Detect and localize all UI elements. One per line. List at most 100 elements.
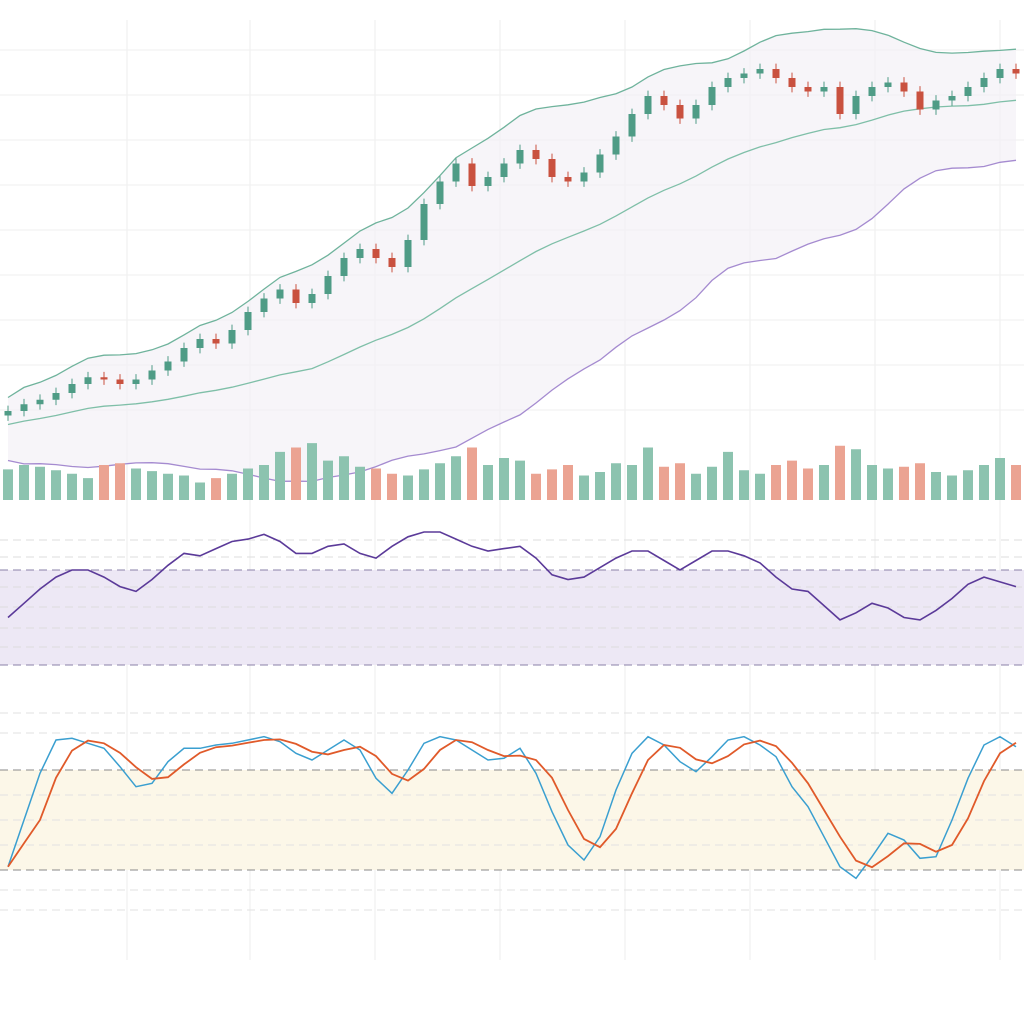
candle-body xyxy=(612,136,620,155)
candle-body xyxy=(100,377,108,380)
volume-bar xyxy=(1011,465,1021,500)
candle-body xyxy=(468,163,476,186)
volume-bar xyxy=(147,471,157,500)
candle-body xyxy=(516,150,524,164)
candle-body xyxy=(724,78,732,87)
candle-body xyxy=(20,404,28,411)
volume-bar xyxy=(787,460,797,500)
bollinger-middle-line xyxy=(7,99,1017,426)
candle-body xyxy=(484,177,492,186)
rsi-line xyxy=(7,531,1017,621)
volume-bar xyxy=(867,465,877,500)
volume-bar xyxy=(963,470,973,500)
candle-body xyxy=(580,172,588,182)
volume-bar xyxy=(659,466,669,500)
candle-body xyxy=(324,276,332,294)
volume-bar xyxy=(499,458,509,500)
candle-body xyxy=(228,330,236,344)
volume-bar xyxy=(259,465,269,500)
candle-body xyxy=(36,399,44,405)
volume-bar xyxy=(755,473,765,500)
volume-bar xyxy=(643,447,653,500)
volume-bar xyxy=(307,443,317,500)
volume-bar xyxy=(835,445,845,500)
volume-bar xyxy=(35,466,45,500)
volume-bar xyxy=(627,465,637,500)
volume-bar xyxy=(915,463,925,500)
candle-body xyxy=(548,159,556,177)
candle-body xyxy=(452,163,460,182)
volume-bar xyxy=(243,468,253,500)
volume-bar xyxy=(403,475,413,500)
volume-bar xyxy=(899,466,909,500)
volume-bar xyxy=(995,458,1005,500)
candle-body xyxy=(68,384,76,393)
volume-bar xyxy=(931,472,941,500)
stoch-k-line xyxy=(7,735,1017,880)
volume-bar xyxy=(723,451,733,500)
volume-bar xyxy=(195,482,205,500)
volume-bar xyxy=(979,465,989,500)
candle-body xyxy=(964,87,972,96)
volume-bar xyxy=(371,468,381,500)
candle-body xyxy=(916,91,924,110)
candle-body xyxy=(836,87,844,114)
candle-body xyxy=(980,78,988,87)
volume-bar xyxy=(883,468,893,500)
candle-body xyxy=(148,370,156,380)
candle-body xyxy=(708,87,716,105)
candle-body xyxy=(564,177,572,182)
candle-body xyxy=(628,114,636,137)
candle-body xyxy=(244,312,252,330)
candle-body xyxy=(740,73,748,78)
candle-body xyxy=(676,105,684,119)
candle-body xyxy=(788,78,796,87)
volume-bar xyxy=(227,473,237,500)
candle-body xyxy=(692,105,700,119)
volume-bar xyxy=(435,463,445,500)
volume-bar xyxy=(851,449,861,500)
candle-body xyxy=(772,69,780,78)
price-panel xyxy=(4,28,1020,483)
volume-bar xyxy=(3,469,13,500)
candle-body xyxy=(532,150,540,159)
candle-body xyxy=(276,289,284,299)
candle-body xyxy=(436,181,444,204)
volume-bar xyxy=(83,478,93,500)
volume-bar xyxy=(323,460,333,500)
candle-body xyxy=(4,411,12,416)
candle-body xyxy=(52,393,60,400)
volume-bar xyxy=(419,469,429,500)
candle-body xyxy=(260,298,268,312)
volume-bar xyxy=(515,460,525,500)
volume-bar xyxy=(291,447,301,500)
candle-body xyxy=(900,82,908,92)
bollinger-band-fill xyxy=(8,28,1016,482)
volume-bar xyxy=(707,466,717,500)
volume-bar xyxy=(339,456,349,500)
volume-bar xyxy=(819,465,829,500)
candle-body xyxy=(212,339,220,344)
volume-bar xyxy=(131,468,141,500)
candle-body xyxy=(84,377,92,384)
volume-bar xyxy=(771,465,781,500)
candle-body xyxy=(196,339,204,348)
volume-bar xyxy=(579,475,589,500)
volume-bar xyxy=(275,451,285,500)
candle-body xyxy=(644,96,652,114)
volume-bar xyxy=(739,470,749,500)
volume-bar xyxy=(547,469,557,500)
candle-body xyxy=(660,96,668,105)
volume-bar xyxy=(355,466,365,500)
candle-body xyxy=(884,82,892,87)
volume-bar xyxy=(563,465,573,500)
candle-body xyxy=(1012,69,1020,74)
bollinger-lower-line xyxy=(7,159,1017,483)
volume-bar xyxy=(179,475,189,500)
volume-bar xyxy=(451,456,461,500)
candle-body xyxy=(132,379,140,384)
candle-body xyxy=(756,69,764,74)
volume-bar xyxy=(387,473,397,500)
stoch-d-line xyxy=(7,738,1017,869)
